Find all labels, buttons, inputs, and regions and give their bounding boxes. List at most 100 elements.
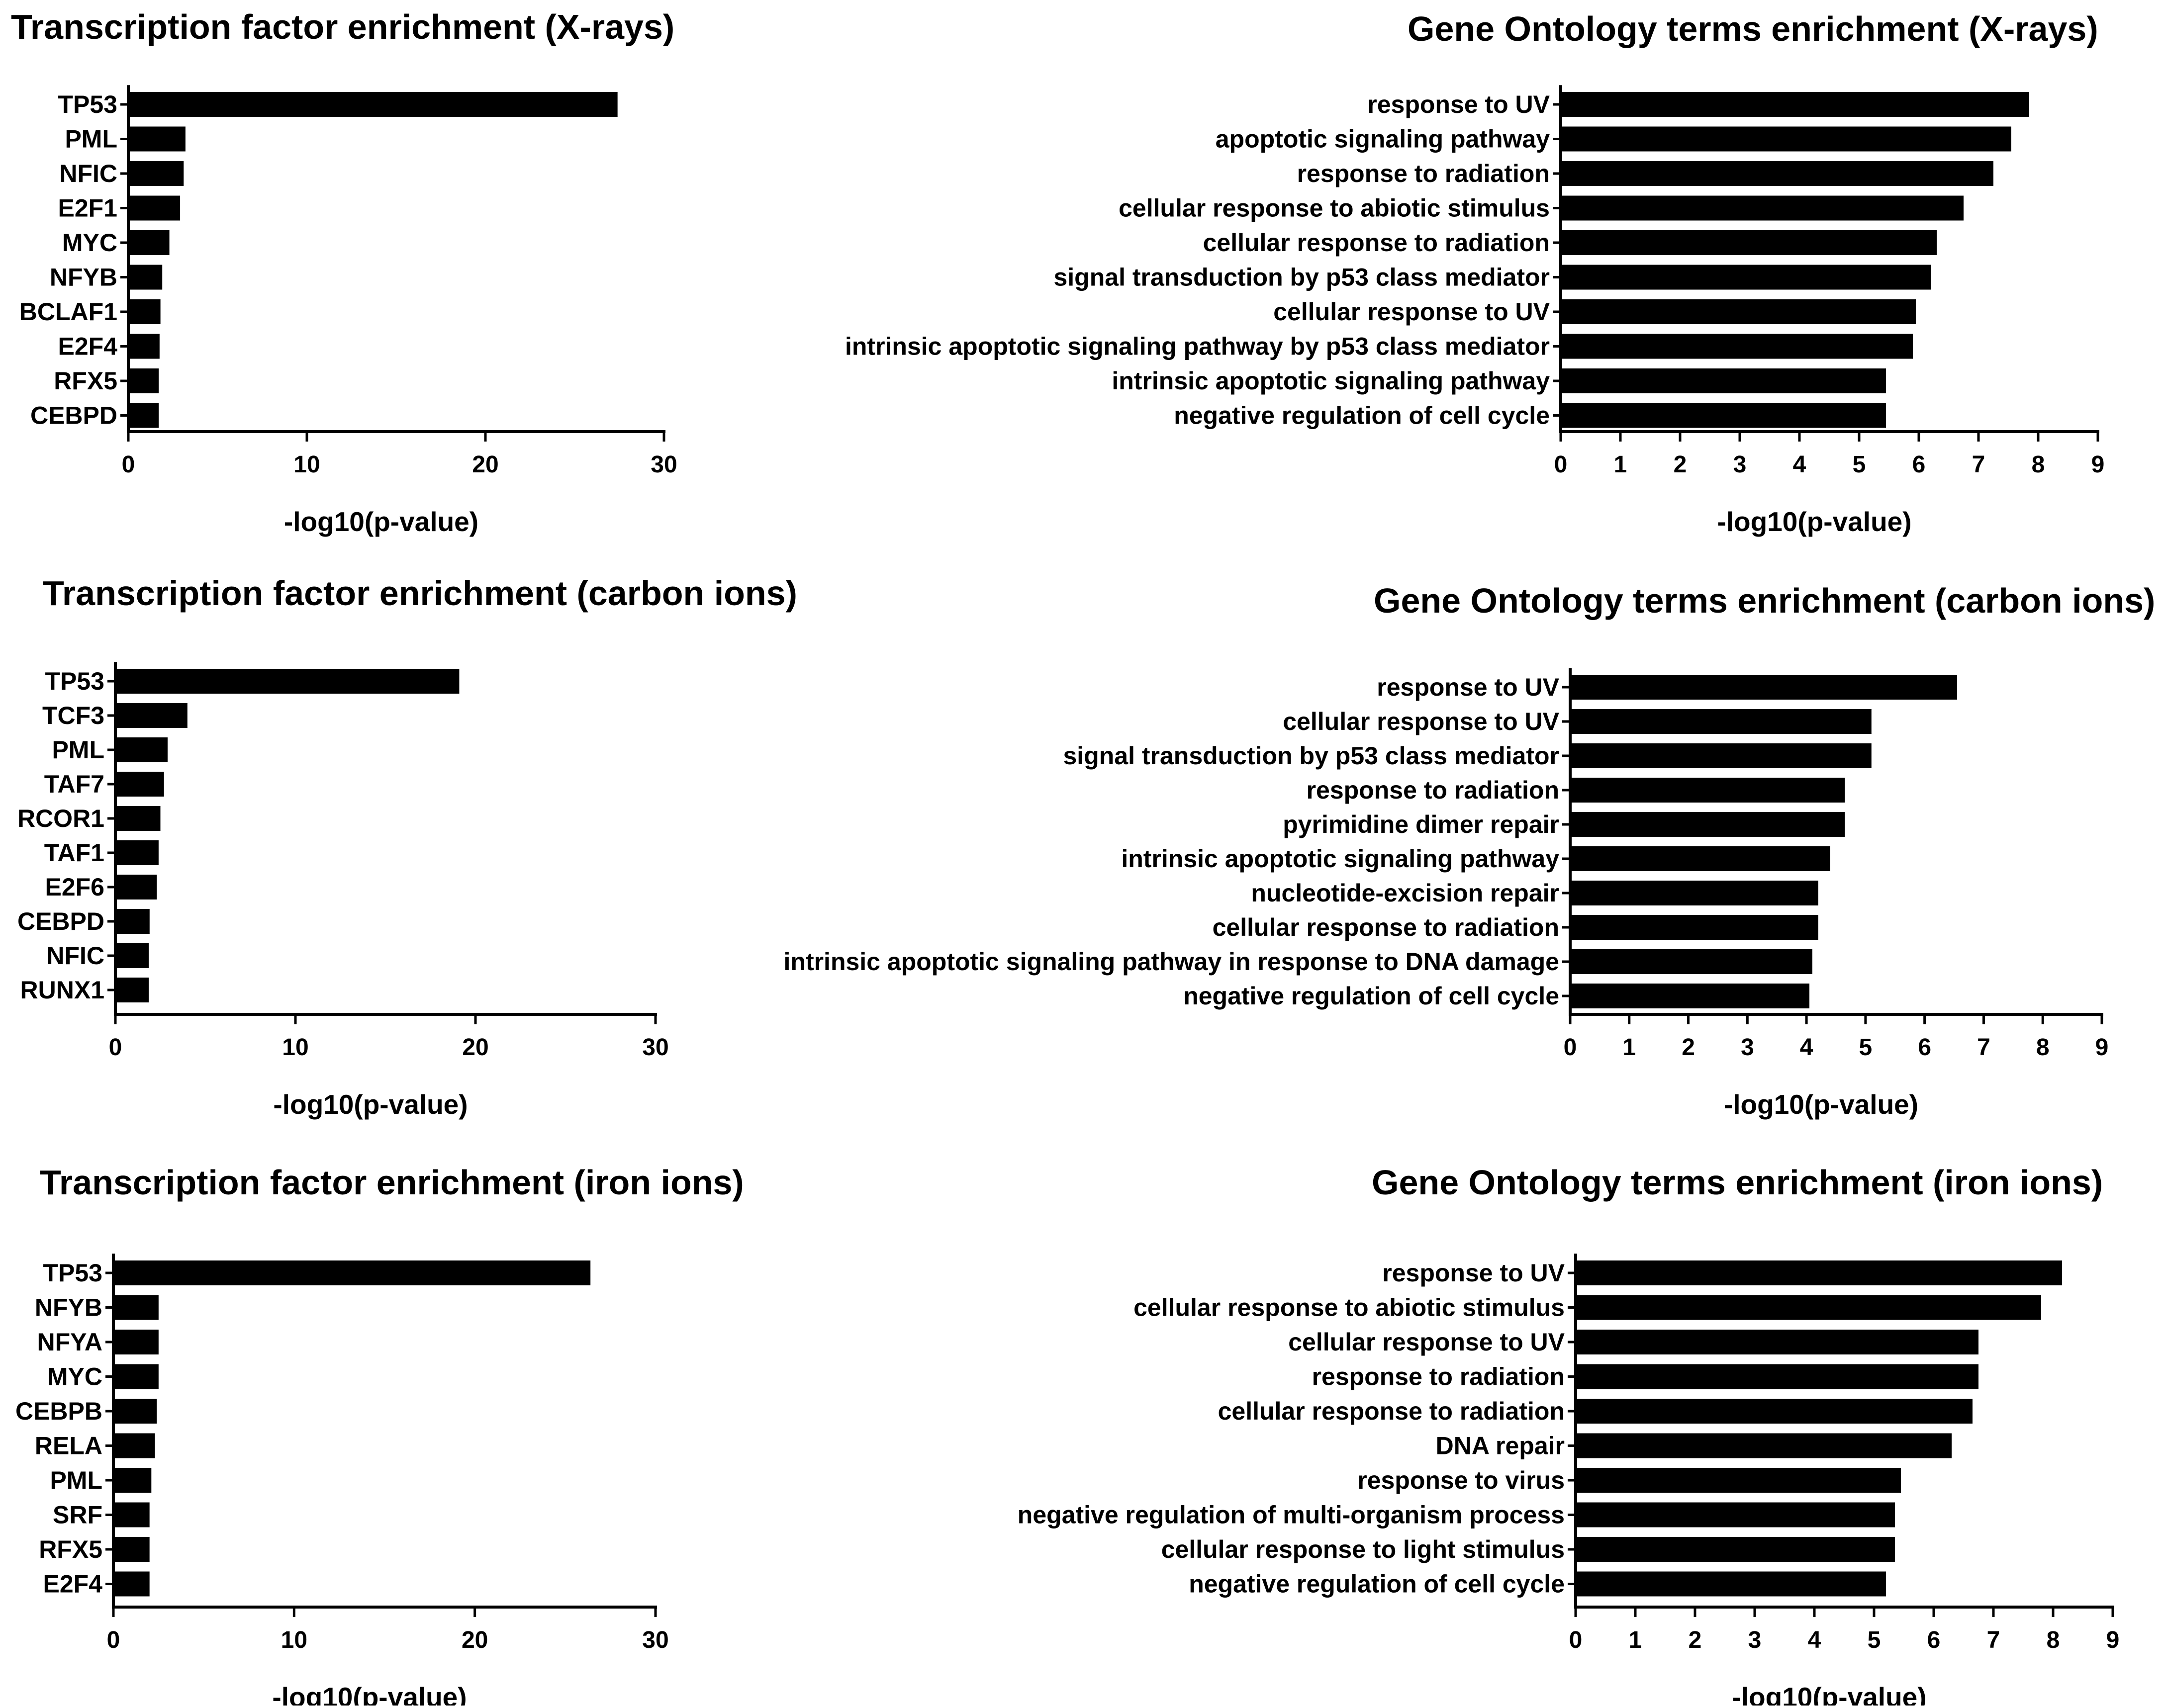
bar [128, 368, 159, 393]
x-axis-title: -log10(p-value) [1717, 506, 1911, 537]
bar [1561, 126, 2011, 152]
x-tick-label: 0 [122, 451, 135, 478]
category-label: NFIC [46, 942, 104, 970]
bar [1561, 230, 1937, 255]
category-label: nucleotide-excision repair [1251, 879, 1559, 907]
chart-title: Transcription factor enrichment (X-rays) [11, 7, 674, 46]
x-tick-label: 2 [1674, 451, 1687, 478]
chart-title: Transcription factor enrichment (iron io… [40, 1163, 744, 1202]
category-label: negative regulation of multi-organism pr… [1018, 1501, 1565, 1529]
x-tick-label: 5 [1868, 1627, 1881, 1653]
x-tick-label: 7 [1972, 451, 1985, 478]
category-label: cellular response to abiotic stimulus [1133, 1294, 1565, 1322]
category-label: NFIC [59, 160, 117, 187]
category-label: PML [50, 1466, 102, 1494]
category-label: E2F1 [58, 194, 117, 222]
x-tick-label: 30 [651, 451, 677, 478]
chart-panel-4: Gene Ontology terms enrichment (carbon i… [784, 581, 2156, 1120]
category-label: E2F6 [45, 873, 104, 901]
bar [1561, 403, 1886, 428]
chart-panel-3: Transcription factor enrichment (carbon … [17, 574, 797, 1120]
chart-title: Gene Ontology terms enrichment (iron ion… [1372, 1163, 2103, 1202]
x-tick-label: 3 [1733, 451, 1747, 478]
x-tick-label: 30 [642, 1627, 668, 1653]
category-label: TP53 [58, 90, 117, 118]
category-label: cellular response to radiation [1218, 1397, 1565, 1425]
bar [128, 161, 184, 186]
bar [115, 943, 149, 968]
bar [113, 1399, 157, 1424]
bar [115, 875, 157, 899]
bar [1570, 949, 1812, 974]
bar [113, 1468, 152, 1493]
category-label: RELA [35, 1432, 102, 1460]
bar [1576, 1537, 1895, 1562]
category-label: cellular response to UV [1273, 298, 1550, 326]
category-label: BCLAF1 [19, 298, 117, 326]
category-label: RCOR1 [17, 805, 104, 832]
x-tick-label: 2 [1682, 1034, 1695, 1061]
bar [113, 1537, 150, 1562]
category-label: NFYA [37, 1328, 102, 1356]
category-label: E2F4 [58, 333, 117, 360]
bar [1576, 1433, 1952, 1458]
bar [1576, 1260, 2062, 1285]
category-label: MYC [47, 1363, 102, 1391]
bar [128, 126, 186, 152]
category-label: NFYB [50, 264, 117, 291]
bar [1576, 1468, 1901, 1493]
x-tick-label: 8 [2032, 451, 2045, 478]
category-label: cellular response to UV [1288, 1328, 1565, 1356]
category-label: response to radiation [1312, 1363, 1565, 1391]
x-axis-title: -log10(p-value) [1724, 1089, 1918, 1120]
category-label: MYC [62, 229, 117, 257]
category-label: response to virus [1357, 1466, 1565, 1494]
bar [115, 737, 168, 762]
x-tick-label: 9 [2095, 1034, 2109, 1061]
category-label: NFYB [35, 1294, 102, 1322]
bar [1576, 1364, 1978, 1389]
bar [113, 1295, 159, 1320]
x-tick-label: 3 [1741, 1034, 1754, 1061]
x-tick-label: 10 [281, 1627, 307, 1653]
bar [1570, 812, 1845, 837]
category-label: pyrimidine dimer repair [1283, 810, 1559, 838]
category-label: response to UV [1382, 1259, 1565, 1287]
chart-title: Transcription factor enrichment (carbon … [43, 574, 797, 613]
bar [1561, 334, 1913, 359]
bar [1576, 1399, 1973, 1424]
x-tick-label: 1 [1622, 1034, 1636, 1061]
x-tick-label: 4 [1800, 1034, 1813, 1061]
x-tick-label: 6 [1918, 1034, 1931, 1061]
x-tick-label: 7 [1987, 1627, 2000, 1653]
x-tick-label: 30 [642, 1034, 668, 1061]
category-label: RFX5 [39, 1535, 102, 1563]
bar [128, 403, 159, 428]
bar [1570, 915, 1818, 940]
chart-panel-1: Transcription factor enrichment (X-rays)… [11, 7, 677, 537]
bar [1561, 195, 1964, 221]
category-label: signal transduction by p53 class mediato… [1053, 264, 1550, 291]
bar [128, 92, 618, 117]
bar [1570, 743, 1872, 768]
category-label: PML [52, 736, 104, 764]
category-label: cellular response to abiotic stimulus [1119, 194, 1550, 222]
category-label: CEBPB [15, 1397, 102, 1425]
x-tick-label: 20 [462, 1627, 488, 1653]
x-tick-label: 5 [1859, 1034, 1873, 1061]
chart-title: Gene Ontology terms enrichment (X-rays) [1408, 9, 2098, 48]
x-axis-title: -log10(p-value) [284, 506, 478, 537]
bar [128, 195, 181, 221]
x-axis-title: -log10(p-value) [1732, 1682, 1926, 1706]
bar [1561, 265, 1931, 290]
x-tick-label: 6 [1912, 451, 1926, 478]
bar [113, 1502, 150, 1528]
bar [115, 772, 164, 797]
bar [113, 1260, 591, 1285]
bar [115, 669, 460, 694]
category-label: SRF [53, 1501, 102, 1529]
x-tick-label: 8 [2047, 1627, 2060, 1653]
bar [113, 1571, 150, 1597]
bar [128, 265, 163, 290]
